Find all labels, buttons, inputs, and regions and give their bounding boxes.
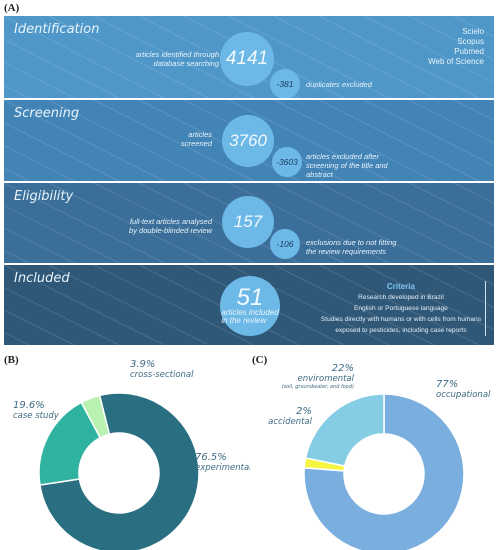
donut-slice-experimental [39, 392, 200, 550]
count-circle: 51 articles included in the review [220, 276, 280, 336]
included-count-description: articles included in the review [221, 309, 278, 325]
included-stage: Included 51 articles included in the rev… [4, 265, 494, 345]
screening-stage: Screening articles screened 3760 -3603 a… [4, 100, 494, 181]
slice-percent-label: 19.6% [13, 400, 45, 411]
donut-slice-occupational [303, 393, 465, 550]
excluded-circle: -3603 [272, 147, 302, 177]
description-line: screened [181, 139, 212, 148]
stripe-line [408, 183, 494, 227]
description-line: full-text articles analysed [129, 217, 212, 226]
stripe-line [453, 183, 494, 204]
exposure-type-donut-chart: 77%occupational 2%accidental 22%enviroment… [268, 363, 491, 550]
included-count: 51 [236, 284, 264, 311]
panel-label-c: (C) [252, 354, 268, 366]
slice-percent-label: 2% [296, 406, 312, 417]
source-item: Scopus [457, 37, 484, 46]
excluded-circle: -106 [270, 229, 300, 259]
stage-description: full-text articles analysed by double-bl… [129, 217, 212, 235]
excluded-description: duplicates excluded [306, 80, 372, 89]
excluded-circle: -381 [270, 69, 300, 98]
criteria-item: Studies directly with humans or with cel… [320, 316, 481, 323]
panel-label-a: (A) [4, 2, 20, 14]
slice-percent-label: 3.9% [130, 359, 155, 370]
study-design-donut-chart: 76.5%experimental 19.6%case study 3.9%cros… [13, 359, 250, 550]
source-item: Scielo [462, 27, 484, 36]
description-line: articles identified through [135, 50, 219, 59]
database-sources: Scielo Scopus Pubmed Web of Science [428, 27, 484, 67]
stage-title: Screening [14, 106, 80, 121]
stripe-line [408, 100, 494, 144]
excluded-description: exclusions due to not fitting the review… [306, 238, 396, 256]
description-line: the review requirements [306, 247, 387, 256]
slice-sublabel: (soil, groundwater, and food) [282, 384, 354, 390]
excluded-description: articles excluded after screening of the… [306, 152, 388, 179]
slice-category-label: cross-sectional [130, 370, 194, 380]
description-line: articles excluded after [306, 152, 379, 161]
criteria-box: Criteria Research developed in Brazil En… [321, 281, 486, 336]
count-circle: 3760 [222, 115, 274, 167]
stage-description: articles identified through database sea… [136, 50, 219, 68]
stage-title: Eligibility [14, 189, 74, 204]
criteria-item: exposed to pesticides, including case re… [335, 327, 467, 334]
stage-title: Included [14, 271, 70, 286]
slice-category-label: accidental [268, 417, 312, 427]
stage-title: Identification [14, 22, 100, 37]
stage-description: articles screened [181, 130, 212, 148]
source-item: Pubmed [454, 47, 484, 56]
description-line: by double-blinded review [129, 226, 212, 235]
source-item: Web of Science [428, 57, 484, 66]
count-circle: 4141 [220, 32, 274, 86]
slice-percent-label: 77% [436, 379, 458, 390]
panel-label-b: (B) [4, 354, 19, 366]
stripe-line [453, 100, 494, 121]
stripe-line [48, 265, 210, 345]
description-line: screening of the title and [306, 161, 388, 170]
description-line: abstract [306, 170, 333, 179]
slice-category-label: case study [13, 411, 60, 421]
description-line: articles [188, 130, 212, 139]
donut-slice-cross-sectional [80, 394, 111, 439]
slice-category-label: experimental [195, 463, 250, 473]
slice-percent-label: 76.5% [195, 452, 227, 463]
description-line: articles included [221, 308, 279, 317]
criteria-item: English or Portuguese language [353, 305, 448, 312]
description-line: exclusions due to not fitting [306, 238, 397, 247]
donut-slice-enviromental [304, 393, 385, 467]
eligibility-stage: Eligibility full-text articles analysed … [4, 183, 494, 263]
identification-stage: Identification articles identified throu… [4, 16, 494, 98]
description-line: in the review [221, 316, 267, 325]
count-circle: 157 [222, 196, 274, 248]
slice-category-label: enviromental [297, 374, 354, 384]
criteria-item: Research developed in Brazil [358, 294, 444, 301]
description-line: database searching [153, 59, 219, 68]
slice-category-label: occupational [436, 390, 491, 400]
criteria-title: Criteria [386, 282, 415, 291]
slice-percent-label: 22% [332, 363, 354, 374]
